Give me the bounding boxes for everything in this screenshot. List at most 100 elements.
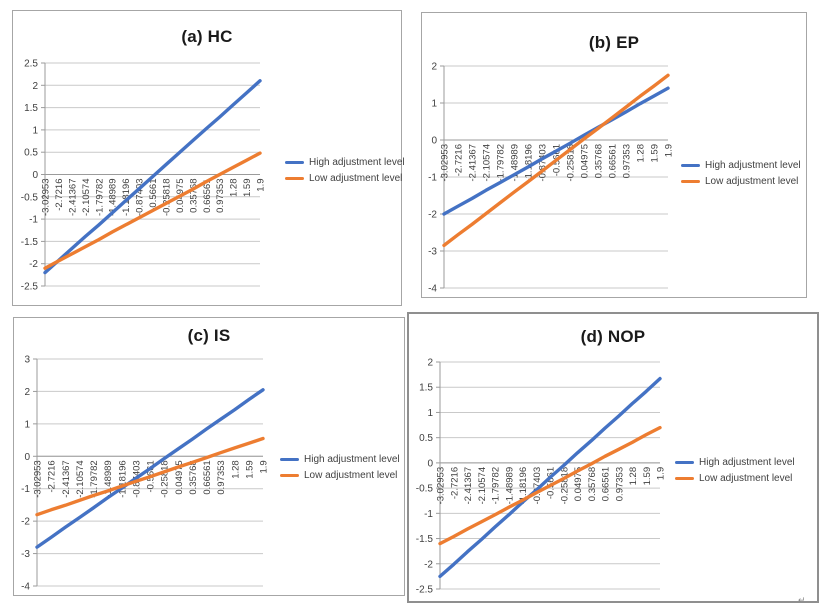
legend-line-high-icon	[285, 160, 304, 165]
svg-text:1.59: 1.59	[244, 460, 255, 479]
svg-text:0.35768: 0.35768	[587, 467, 598, 501]
legend-label-high: High adjustment level	[304, 454, 400, 465]
svg-text:2.5: 2.5	[24, 59, 38, 70]
svg-text:-1.18196: -1.18196	[117, 460, 128, 498]
svg-text:-2.10574: -2.10574	[81, 179, 92, 217]
svg-text:-0.87403: -0.87403	[532, 467, 543, 505]
svg-text:-1.18196: -1.18196	[121, 179, 132, 217]
svg-text:0.04975: 0.04975	[174, 460, 185, 494]
svg-text:0.66561: 0.66561	[202, 179, 213, 213]
svg-text:-1: -1	[29, 215, 38, 226]
svg-text:0.66561: 0.66561	[202, 460, 213, 494]
svg-text:0: 0	[427, 458, 433, 469]
svg-text:0.97353: 0.97353	[216, 460, 227, 494]
chart-title-is: (c) IS	[187, 326, 231, 345]
svg-text:1.9: 1.9	[259, 460, 270, 473]
legend-label-low: Low adjustment level	[705, 176, 799, 187]
svg-text:-1.48989: -1.48989	[103, 460, 114, 498]
svg-text:-2: -2	[29, 259, 38, 270]
svg-text:-2.10574: -2.10574	[75, 460, 86, 498]
svg-text:-3: -3	[428, 247, 437, 258]
legend-is: High adjustment level Low adjustment lev…	[280, 454, 400, 481]
svg-text:-3: -3	[21, 549, 30, 560]
svg-text:-1.48989: -1.48989	[108, 179, 119, 217]
legend-label-high: High adjustment level	[705, 160, 801, 171]
svg-text:-2.41367: -2.41367	[67, 179, 78, 217]
svg-text:-0.87403: -0.87403	[135, 179, 146, 217]
svg-text:-1.48989: -1.48989	[510, 144, 521, 182]
svg-text:1.9: 1.9	[664, 144, 675, 157]
legend-line-low-icon	[280, 473, 299, 478]
chart-plot-ep: 2 1 0 -1 -2 -3 -4 -3.02953 -2.7216 -2.41367 -2.105…	[428, 62, 675, 295]
svg-text:-1: -1	[21, 484, 30, 495]
legend-line-low-icon	[675, 476, 694, 481]
svg-text:-2: -2	[424, 559, 433, 570]
svg-text:-1.48989: -1.48989	[504, 467, 515, 505]
svg-text:-0.25818: -0.25818	[559, 467, 570, 505]
svg-text:1: 1	[431, 99, 437, 110]
svg-text:-0.25818: -0.25818	[161, 179, 172, 217]
svg-text:0.35768: 0.35768	[594, 144, 605, 178]
svg-text:-2.10574: -2.10574	[482, 144, 493, 182]
legend-label-low: Low adjustment level	[699, 473, 793, 484]
legend-item-high: High adjustment level	[675, 457, 795, 468]
svg-text:2: 2	[24, 387, 30, 398]
svg-text:1.5: 1.5	[419, 383, 433, 394]
chart-title-ep: (b) EP	[588, 33, 640, 52]
svg-text:2: 2	[427, 358, 433, 369]
legend-item-low: Low adjustment level	[675, 473, 795, 484]
svg-text:-3.02953: -3.02953	[436, 467, 447, 505]
svg-text:-1.5: -1.5	[416, 534, 434, 545]
svg-text:2: 2	[32, 81, 38, 92]
legend-item-high: High adjustment level	[681, 160, 801, 171]
svg-text:-2: -2	[21, 517, 30, 528]
svg-text:0: 0	[32, 170, 38, 181]
legend-item-low: Low adjustment level	[280, 470, 400, 481]
svg-text:1.28: 1.28	[636, 144, 647, 163]
chart-panel-nop: (d) NOP 2 1.5 1 0.5 0 -0.5 -1 -1.5 -2 -2.5 -3.0295…	[407, 312, 819, 603]
svg-text:0.04975: 0.04975	[573, 467, 584, 501]
legend-label-high: High adjustment level	[309, 157, 405, 168]
svg-text:-4: -4	[21, 582, 30, 593]
svg-text:-1: -1	[428, 173, 437, 184]
legend-label-low: Low adjustment level	[304, 470, 398, 481]
legend-line-high-icon	[681, 163, 700, 168]
legend-item-high: High adjustment level	[280, 454, 400, 465]
legend-ep: High adjustment level Low adjustment lev…	[681, 160, 801, 187]
legend-hc: High adjustment level Low adjustment lev…	[285, 157, 405, 184]
svg-text:-0.25818: -0.25818	[160, 460, 171, 498]
svg-text:-2.41367: -2.41367	[468, 144, 479, 182]
svg-text:-4: -4	[428, 284, 437, 295]
svg-text:-2.41367: -2.41367	[463, 467, 474, 505]
svg-text:-0.87403: -0.87403	[538, 144, 549, 182]
svg-text:1: 1	[32, 125, 38, 136]
svg-text:-1.79782: -1.79782	[496, 144, 507, 182]
svg-text:0.35768: 0.35768	[188, 460, 199, 494]
legend-label-low: Low adjustment level	[309, 173, 403, 184]
svg-text:-1.18196: -1.18196	[518, 467, 529, 505]
chart-panel-ep: (b) EP 2 1 0 -1 -2 -3 -4 -3.02953 -2.7216 -2.4136…	[421, 12, 807, 298]
svg-text:-2.10574: -2.10574	[477, 467, 488, 505]
legend-line-high-icon	[280, 457, 299, 462]
svg-text:0.5: 0.5	[24, 148, 38, 159]
legend-line-high-icon	[675, 460, 694, 465]
object-anchor-mark: ↵	[798, 595, 806, 605]
svg-text:1: 1	[427, 408, 433, 419]
legend-item-high: High adjustment level	[285, 157, 405, 168]
svg-text:0.5: 0.5	[419, 433, 433, 444]
svg-text:1.9: 1.9	[656, 467, 667, 480]
svg-text:0.97353: 0.97353	[622, 144, 633, 178]
svg-text:-1.18196: -1.18196	[524, 144, 535, 182]
svg-text:0.66561: 0.66561	[608, 144, 619, 178]
chart-panel-hc: (a) HC 2.5 2 1.5 1 0.5 0 -0.5 -1 -1.5 -2 -2.5 -3.02…	[12, 10, 405, 306]
svg-text:0.66561: 0.66561	[601, 467, 612, 501]
svg-text:-1.5: -1.5	[21, 237, 39, 248]
legend-line-low-icon	[681, 179, 700, 184]
svg-text:-2.5: -2.5	[416, 585, 434, 596]
chart-panel-is: (c) IS 3 2 1 0 -1 -2 -3 -4 -3.02953 -2.7216 -2.413…	[13, 317, 405, 596]
legend-item-low: Low adjustment level	[285, 173, 405, 184]
legend-line-low-icon	[285, 176, 304, 181]
svg-text:-0.5: -0.5	[416, 484, 434, 495]
svg-text:-2.5: -2.5	[21, 282, 39, 293]
